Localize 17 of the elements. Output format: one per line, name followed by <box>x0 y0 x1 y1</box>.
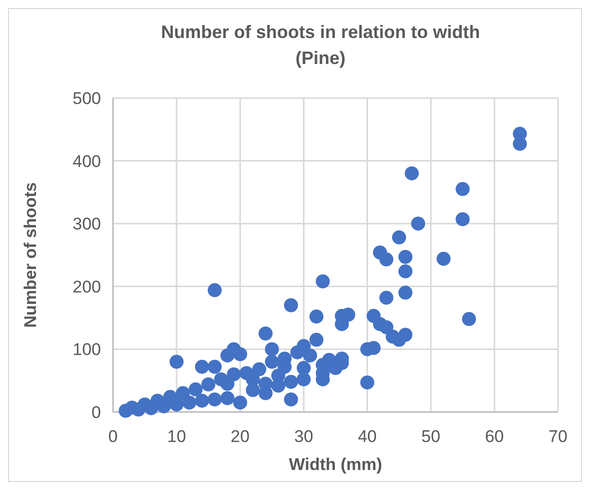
x-tick-label: 0 <box>108 427 118 446</box>
y-tick-label: 200 <box>72 277 101 296</box>
x-tick-label: 50 <box>421 427 440 446</box>
y-tick-label: 100 <box>72 340 101 360</box>
x-tick-label: 20 <box>230 427 250 446</box>
y-tick-label: 0 <box>92 402 101 422</box>
x-axis-title: Width (mm) <box>288 455 382 474</box>
y-tick-label: 500 <box>72 88 101 108</box>
x-tick-label: 30 <box>294 427 314 446</box>
x-tick-label: 70 <box>548 427 568 446</box>
y-tick-label: 400 <box>72 152 101 171</box>
x-tick-label: 60 <box>484 427 504 446</box>
y-axis-title: Number of shoots <box>21 182 40 328</box>
y-tick-label: 300 <box>72 214 101 234</box>
chart-title: Number of shoots in relation to width (Pine) <box>161 22 480 68</box>
x-tick-label: 10 <box>167 427 186 446</box>
x-tick-label: 40 <box>358 427 377 446</box>
